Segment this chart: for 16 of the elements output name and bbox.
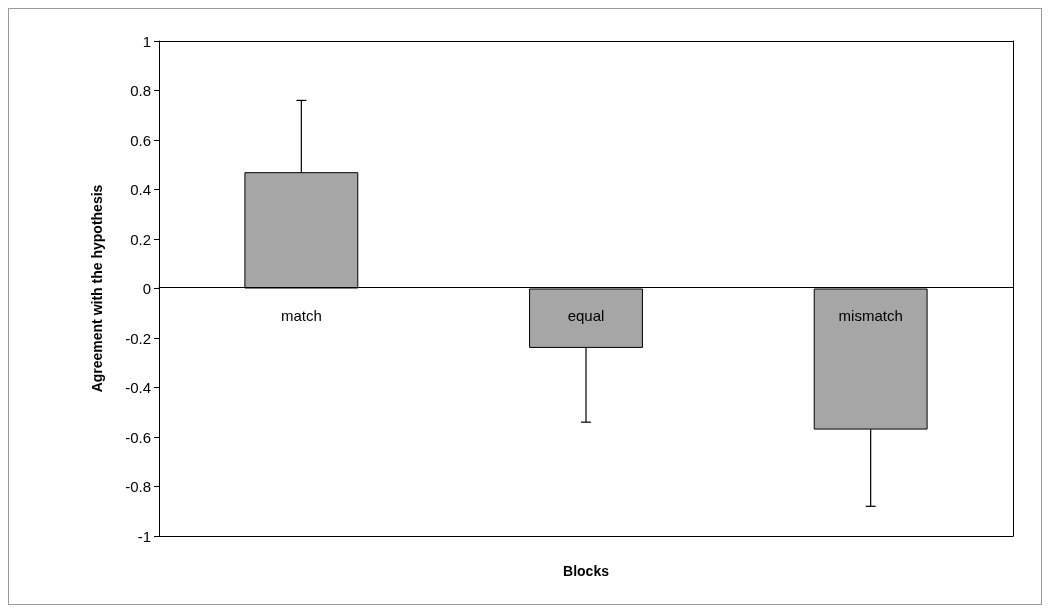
y-tick-label: -1 (137, 527, 151, 545)
x-tick-label: equal (567, 306, 605, 324)
x-tick-label: match (280, 306, 322, 324)
y-tick-label: 0.6 (130, 131, 151, 149)
y-tick-label: 1 (142, 32, 151, 50)
y-tick-label: 0.4 (130, 181, 151, 198)
x-axis-title: Blocks (563, 563, 610, 579)
y-tick-label: -0.2 (125, 329, 151, 347)
y-tick-label: 0.8 (130, 82, 151, 99)
y-tick-label: -0.4 (125, 379, 151, 396)
x-tick-label: mismatch (838, 306, 903, 324)
y-tick-label: -0.6 (125, 428, 151, 446)
y-axis-title: Agreement with the hypothesis (89, 184, 105, 393)
y-tick-label: 0.2 (130, 230, 151, 248)
y-tick-label: 0 (142, 280, 151, 297)
y-tick-label: -0.8 (125, 478, 151, 495)
